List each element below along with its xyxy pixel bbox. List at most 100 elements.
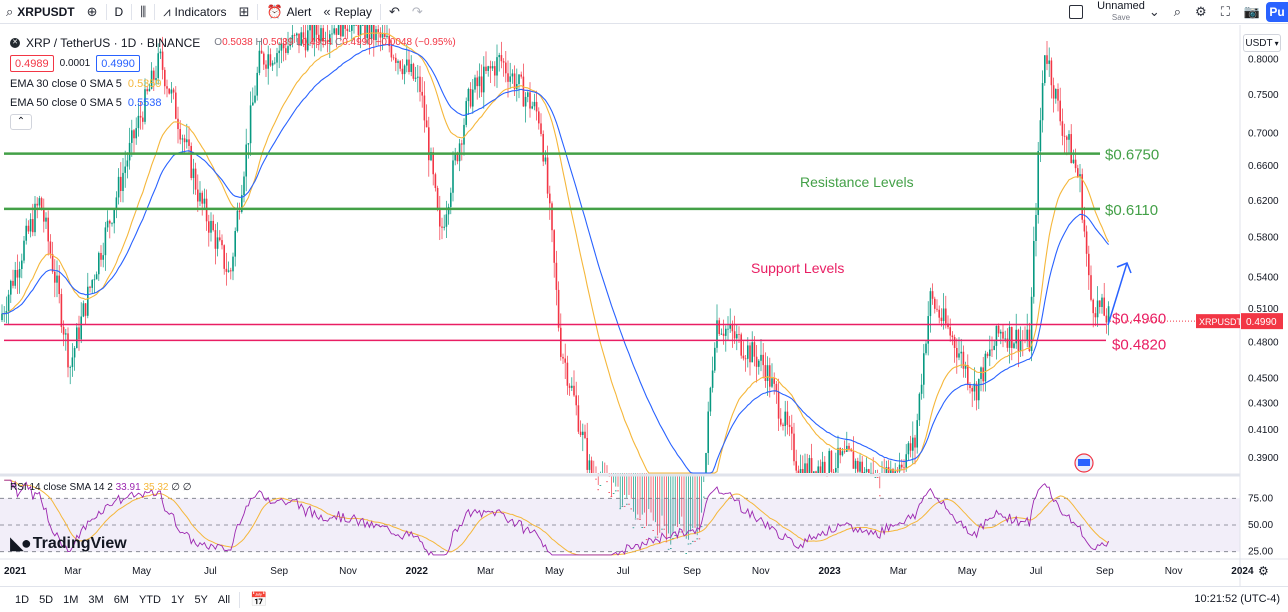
candle[interactable] — [159, 48, 162, 59]
candle[interactable] — [1000, 329, 1002, 345]
candle[interactable] — [707, 401, 709, 465]
candle[interactable] — [7, 289, 10, 325]
candle[interactable] — [1046, 40, 1048, 71]
candle[interactable] — [938, 305, 940, 324]
candle[interactable] — [509, 62, 511, 89]
candle[interactable] — [654, 473, 657, 538]
candle[interactable] — [5, 296, 8, 324]
candle[interactable] — [890, 460, 892, 473]
candle[interactable] — [1057, 83, 1059, 112]
candle[interactable] — [564, 343, 566, 379]
candle[interactable] — [282, 39, 285, 62]
candle[interactable] — [100, 245, 102, 267]
indicators-button[interactable]: ⩘ Indicators — [157, 0, 232, 24]
candle[interactable] — [969, 382, 971, 394]
candle[interactable] — [1079, 163, 1081, 193]
candle[interactable] — [667, 473, 670, 550]
candle[interactable] — [786, 400, 789, 435]
candle[interactable] — [982, 357, 984, 392]
candle[interactable] — [762, 343, 764, 379]
candle[interactable] — [161, 36, 164, 80]
rsi-pane[interactable] — [0, 479, 1240, 556]
candle[interactable] — [469, 82, 472, 109]
candle[interactable] — [720, 328, 723, 335]
candle[interactable] — [936, 299, 938, 312]
range-button-ytd[interactable]: YTD — [138, 593, 161, 606]
candle[interactable] — [203, 188, 206, 210]
candle[interactable] — [1013, 341, 1015, 349]
publish-button[interactable]: Pu — [1266, 2, 1288, 22]
candle[interactable] — [566, 355, 569, 395]
candle[interactable] — [749, 342, 751, 376]
candle[interactable] — [375, 25, 377, 46]
candle[interactable] — [168, 88, 170, 95]
candle[interactable] — [562, 353, 564, 365]
candle[interactable] — [47, 210, 49, 256]
candle[interactable] — [630, 473, 632, 510]
candle[interactable] — [782, 422, 784, 431]
candle[interactable] — [524, 92, 527, 123]
candle[interactable] — [821, 451, 824, 473]
candle[interactable] — [1059, 87, 1061, 126]
candle[interactable] — [1074, 148, 1077, 173]
candle[interactable] — [102, 242, 104, 268]
candle[interactable] — [386, 25, 388, 39]
candle[interactable] — [571, 377, 573, 392]
candle[interactable] — [271, 60, 274, 72]
candle[interactable] — [135, 117, 137, 145]
candle[interactable] — [621, 473, 624, 507]
candle[interactable] — [216, 222, 219, 257]
candle[interactable] — [997, 323, 1000, 337]
candle[interactable] — [414, 66, 417, 83]
candle[interactable] — [177, 106, 179, 144]
candle[interactable] — [210, 212, 212, 242]
candle[interactable] — [111, 222, 113, 227]
candle[interactable] — [287, 31, 289, 55]
candle[interactable] — [645, 473, 648, 541]
candle[interactable] — [791, 414, 793, 451]
candle[interactable] — [192, 158, 195, 195]
candle[interactable] — [953, 334, 956, 363]
bid-box[interactable]: 0.4989 — [10, 55, 54, 72]
candle[interactable] — [212, 214, 214, 232]
candle[interactable] — [872, 457, 874, 474]
trend-arrow-line[interactable] — [1107, 262, 1128, 326]
candle[interactable] — [555, 250, 558, 306]
candle[interactable] — [1077, 164, 1079, 179]
candle[interactable] — [1055, 88, 1057, 104]
candle[interactable] — [428, 116, 430, 177]
candle[interactable] — [703, 473, 705, 498]
candle[interactable] — [223, 244, 225, 275]
candle[interactable] — [221, 234, 223, 250]
ema50-line[interactable] — [2, 43, 1110, 474]
candle[interactable] — [513, 65, 516, 97]
candle[interactable] — [43, 198, 45, 233]
candle[interactable] — [34, 196, 36, 237]
candle[interactable] — [1083, 206, 1086, 238]
candle[interactable] — [14, 261, 16, 289]
candle[interactable] — [861, 455, 863, 473]
candle[interactable] — [252, 87, 254, 106]
candle[interactable] — [256, 66, 258, 101]
range-button-5d[interactable]: 5D — [39, 593, 54, 606]
candle[interactable] — [1035, 203, 1037, 257]
candle[interactable] — [29, 213, 32, 238]
candle[interactable] — [883, 458, 885, 476]
candle[interactable] — [813, 471, 815, 473]
candle[interactable] — [340, 25, 342, 42]
range-button-1d[interactable]: 1D — [15, 593, 30, 606]
candle[interactable] — [126, 152, 129, 179]
candle[interactable] — [1019, 326, 1022, 358]
candle[interactable] — [557, 281, 560, 332]
candle[interactable] — [808, 454, 811, 473]
camera-icon[interactable]: 📷 — [1243, 4, 1260, 19]
candle[interactable] — [379, 27, 382, 52]
candle[interactable] — [533, 93, 536, 111]
candle[interactable] — [788, 415, 791, 437]
candle[interactable] — [311, 25, 313, 49]
candle[interactable] — [560, 313, 562, 361]
candle[interactable] — [986, 351, 989, 359]
candle[interactable] — [183, 134, 186, 153]
candle[interactable] — [117, 168, 120, 205]
candle[interactable] — [551, 201, 553, 243]
